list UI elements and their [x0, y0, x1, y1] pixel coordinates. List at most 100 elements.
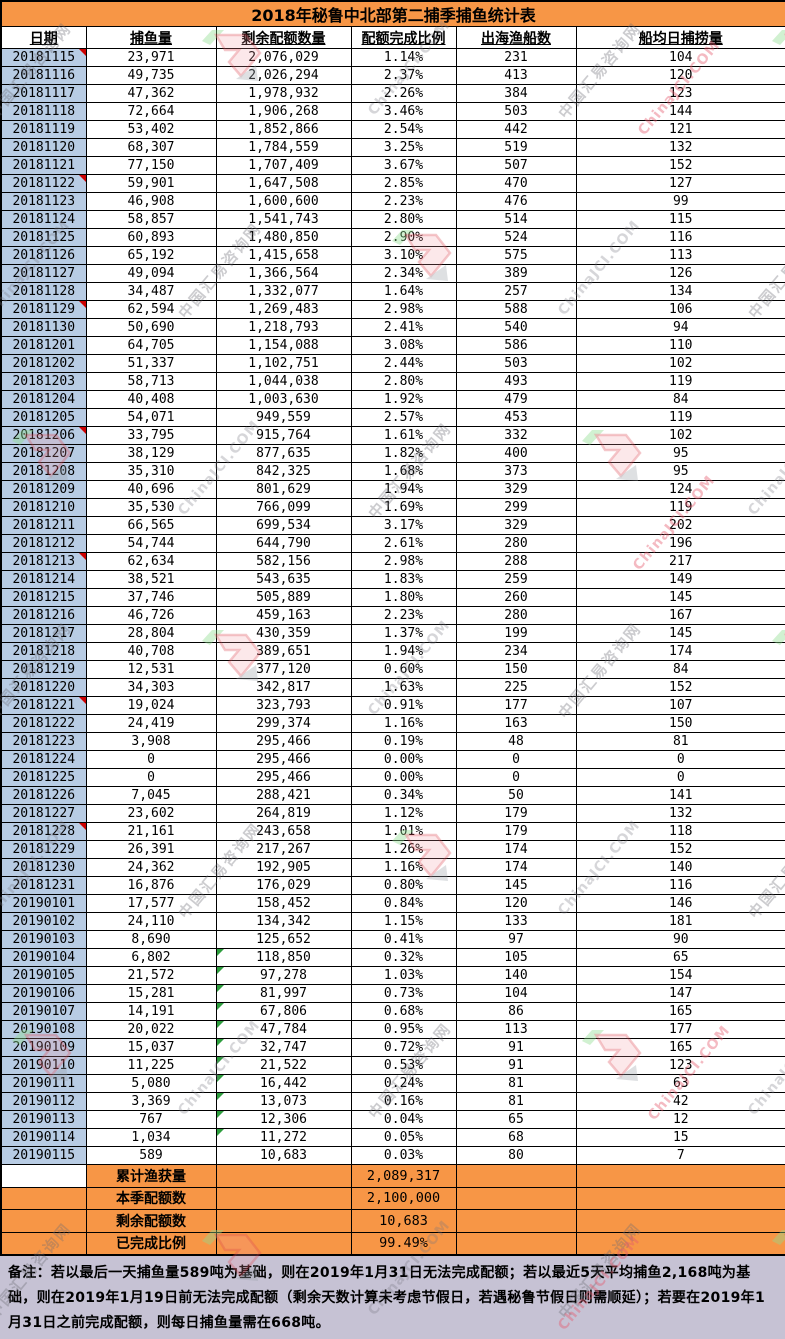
- value-cell: 299: [455, 498, 577, 517]
- date-cell: 20181227: [0, 804, 87, 823]
- value-cell: 154: [575, 966, 785, 985]
- value-cell: 0: [575, 750, 785, 769]
- value-cell: 766,099: [215, 498, 352, 517]
- value-cell: 53,402: [85, 120, 217, 139]
- value-cell: 81: [455, 1074, 577, 1093]
- value-cell: 1,852,866: [215, 120, 352, 139]
- value-cell: 329: [455, 516, 577, 535]
- value-cell: 767: [85, 1110, 217, 1129]
- table-row: 20181222 24,419 299,374 1.16% 163 150: [0, 714, 785, 733]
- table-row: 20181228 21,161 243,658 1.01% 179 118: [0, 822, 785, 841]
- value-cell: 91: [455, 1056, 577, 1075]
- value-cell: 505,889: [215, 588, 352, 607]
- value-cell: 49,735: [85, 66, 217, 85]
- value-cell: 6,802: [85, 948, 217, 967]
- table-row: 20181120 68,307 1,784,559 3.25% 519 132: [0, 138, 785, 157]
- value-cell: 3.08%: [350, 336, 457, 355]
- table-row: 20181221 19,024 323,793 0.91% 177 107: [0, 696, 785, 715]
- table-row: 20190105 21,572 97,278 1.03% 140 154: [0, 966, 785, 985]
- value-cell: 177: [455, 696, 577, 715]
- date-cell: 20190103: [0, 930, 87, 949]
- value-cell: 165: [575, 1002, 785, 1021]
- value-cell: 0: [85, 750, 217, 769]
- date-cell: 20181116: [0, 66, 87, 85]
- value-cell: 915,764: [215, 426, 352, 445]
- date-cell: 20181203: [0, 372, 87, 391]
- value-cell: 42: [575, 1092, 785, 1111]
- value-cell: 234: [455, 642, 577, 661]
- value-cell: 1.80%: [350, 588, 457, 607]
- date-cell: 20181128: [0, 282, 87, 301]
- value-cell: 28,804: [85, 624, 217, 643]
- value-cell: 58,857: [85, 210, 217, 229]
- value-cell: 877,635: [215, 444, 352, 463]
- value-cell: 1.03%: [350, 966, 457, 985]
- statistics-table: 2018年秘鲁中北部第二捕季捕鱼统计表 日期 捕鱼量 剩余配额数量 配额完成比例 出海渔…: [0, 0, 785, 1256]
- column-header-4: 出海渔船数: [455, 26, 577, 49]
- table-row: 20190107 14,191 67,806 0.68% 86 165: [0, 1002, 785, 1021]
- value-cell: 299,374: [215, 714, 352, 733]
- date-cell: 20181230: [0, 858, 87, 877]
- date-cell: 20181211: [0, 516, 87, 535]
- value-cell: 243,658: [215, 822, 352, 841]
- value-cell: 24,419: [85, 714, 217, 733]
- value-cell: 2.44%: [350, 354, 457, 373]
- value-cell: 342,817: [215, 678, 352, 697]
- value-cell: 23,971: [85, 48, 217, 67]
- value-cell: 77,150: [85, 156, 217, 175]
- value-cell: 140: [455, 966, 577, 985]
- value-cell: 1,269,483: [215, 300, 352, 319]
- date-cell: 20181228: [0, 822, 87, 841]
- value-cell: 123: [575, 1056, 785, 1075]
- value-cell: 503: [455, 102, 577, 121]
- value-cell: 3,369: [85, 1092, 217, 1111]
- value-cell: 47,784: [215, 1020, 352, 1039]
- value-cell: 158,452: [215, 894, 352, 913]
- value-cell: 1,044,038: [215, 372, 352, 391]
- value-cell: 123: [575, 84, 785, 103]
- value-cell: 0.72%: [350, 1038, 457, 1057]
- value-cell: 1,784,559: [215, 138, 352, 157]
- value-cell: 7: [575, 1146, 785, 1165]
- comment-indicator-icon: [78, 697, 85, 704]
- value-cell: 2,026,294: [215, 66, 352, 85]
- error-flag-icon: [217, 949, 224, 956]
- value-cell: 540: [455, 318, 577, 337]
- table-row: 20181215 37,746 505,889 1.80% 260 145: [0, 588, 785, 607]
- date-cell: 20190114: [0, 1128, 87, 1147]
- value-cell: 59,901: [85, 174, 217, 193]
- date-cell: 20190109: [0, 1038, 87, 1057]
- comment-indicator-icon: [78, 49, 85, 56]
- table-row: 20190102 24,110 134,342 1.15% 133 181: [0, 912, 785, 931]
- value-cell: 86: [455, 1002, 577, 1021]
- value-cell: 116: [575, 876, 785, 895]
- value-cell: 2.98%: [350, 552, 457, 571]
- table-row: 20181202 51,337 1,102,751 2.44% 503 102: [0, 354, 785, 373]
- date-cell: 20181208: [0, 462, 87, 481]
- summary-body: 累计渔获量 2,089,317 本季配额数 2,100,000 剩余配额数 10,683 已…: [0, 1164, 785, 1255]
- value-cell: 140: [575, 858, 785, 877]
- value-cell: 196: [575, 534, 785, 553]
- date-cell: 20190101: [0, 894, 87, 913]
- value-cell: 141: [575, 786, 785, 805]
- value-cell: 260: [455, 588, 577, 607]
- value-cell: 1,978,932: [215, 84, 352, 103]
- value-cell: 1,480,850: [215, 228, 352, 247]
- value-cell: 7,045: [85, 786, 217, 805]
- value-cell: 24,110: [85, 912, 217, 931]
- date-cell: 20181202: [0, 354, 87, 373]
- value-cell: 46,908: [85, 192, 217, 211]
- comment-indicator-icon: [78, 301, 85, 308]
- value-cell: 95: [575, 462, 785, 481]
- table-row: 20181204 40,408 1,003,630 1.92% 479 84: [0, 390, 785, 409]
- comment-indicator-icon: [78, 823, 85, 830]
- date-cell: 20181225: [0, 768, 87, 787]
- value-cell: 37,746: [85, 588, 217, 607]
- date-cell: 20181226: [0, 786, 87, 805]
- value-cell: 0.91%: [350, 696, 457, 715]
- value-cell: 2.90%: [350, 228, 457, 247]
- table-row: 20181223 3,908 295,466 0.19% 48 81: [0, 732, 785, 751]
- date-cell: 20181120: [0, 138, 87, 157]
- value-cell: 146: [575, 894, 785, 913]
- date-cell: 20181224: [0, 750, 87, 769]
